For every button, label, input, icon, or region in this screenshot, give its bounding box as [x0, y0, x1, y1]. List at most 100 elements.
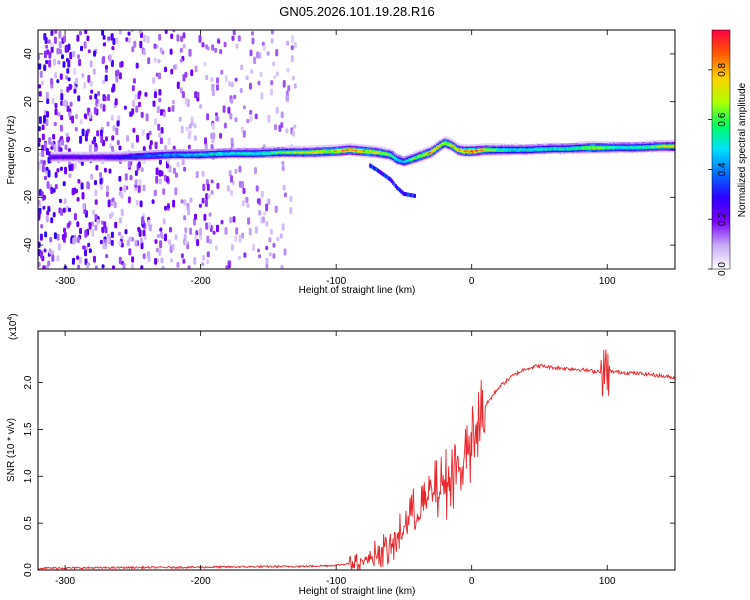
- spectrogram-cell: [61, 157, 65, 160]
- colorbar: 0.00.20.40.60.8 Normalized spectral ampl…: [708, 29, 748, 276]
- spectrogram-cell: [359, 152, 362, 155]
- spectrogram-cell: [301, 145, 304, 148]
- spectrogram-cell: [164, 155, 167, 158]
- spectrogram-cell: [429, 151, 432, 154]
- spectrogram-cell: [109, 154, 112, 157]
- spectrogram-cell: [387, 154, 390, 157]
- spectrogram-cell: [510, 147, 513, 150]
- spectrogram-cell: [393, 160, 396, 163]
- spectrogram-cell: [605, 144, 608, 147]
- spectrogram-cell: [421, 152, 424, 155]
- spectrogram-cell: [413, 160, 416, 163]
- spectrogram-cell: [650, 148, 653, 151]
- spectrogram-cell: [470, 144, 473, 147]
- spectrogram-cell: [616, 146, 619, 149]
- spectrogram-cell: [377, 147, 380, 150]
- spectrogram-cell: [436, 144, 439, 147]
- spectrogram-cell: [195, 150, 198, 153]
- spectrogram-cell: [530, 148, 533, 151]
- spectrogram-cell: [58, 155, 61, 158]
- spectrogram-cell: [527, 147, 530, 150]
- spectrogram-cell: [318, 149, 322, 152]
- spectrogram-cell: [292, 156, 296, 159]
- spectrogram-cell: [572, 145, 575, 148]
- spectrogram-cell: [650, 146, 653, 149]
- spectrogram-cell: [499, 148, 502, 151]
- spectrogram-cell: [673, 148, 675, 152]
- spectrogram-cell: [161, 152, 164, 155]
- spectrogram-cell: [598, 148, 601, 151]
- spectrogram-cell: [354, 145, 357, 148]
- spectrogram-cell: [268, 155, 271, 158]
- spectrogram-cell: [413, 193, 416, 198]
- spectrogram-cell: [458, 143, 461, 146]
- spectrogram-cell: [148, 153, 151, 156]
- spectrogram-cell: [299, 145, 302, 148]
- spectrogram-cell: [354, 147, 357, 150]
- spectrogram-cell: [492, 143, 496, 146]
- spectrogram-cell: [647, 140, 650, 143]
- spectrogram-cell: [574, 150, 577, 153]
- spectrogram-cell: [432, 154, 435, 157]
- spectrogram-cell: [673, 142, 675, 145]
- spectrogram-cell: [59, 73, 63, 80]
- spectrogram-cell: [133, 157, 136, 160]
- spectrogram-cell: [436, 149, 439, 152]
- spectrogram-cell: [491, 145, 494, 149]
- spectrogram-cell: [616, 147, 619, 150]
- spectrogram-cell: [131, 256, 135, 263]
- spectrogram-cell: [445, 147, 448, 150]
- spectrogram-cell: [237, 255, 241, 260]
- spectrogram-cell: [301, 153, 304, 156]
- spectrogram-cell: [453, 147, 457, 150]
- spectrogram-cell: [112, 153, 115, 156]
- spectrogram-cell: [636, 146, 639, 149]
- spectrogram-cell: [372, 153, 375, 156]
- spectrogram-cell: [154, 154, 157, 157]
- spectrogram-cell: [130, 159, 133, 162]
- spectrogram-cell: [201, 149, 204, 152]
- spectrogram-cell: [444, 146, 447, 149]
- spectrogram-cell: [116, 140, 120, 146]
- spectrogram-cell: [249, 49, 253, 57]
- spectrogram-cell: [309, 156, 312, 159]
- spectrogram-cell: [449, 140, 452, 143]
- spectrogram-cell: [216, 148, 219, 151]
- spectrogram-cell: [110, 159, 113, 162]
- spectrogram-cell: [658, 141, 661, 144]
- spectrogram-cell: [68, 164, 72, 172]
- spectrogram-cell: [270, 152, 273, 155]
- x-tick-label: 0: [469, 576, 475, 587]
- spectrogram-cell: [317, 147, 320, 151]
- spectrogram-cell: [366, 154, 369, 157]
- spectrogram-cell: [478, 153, 481, 156]
- spectrogram-cell: [175, 154, 178, 157]
- spectrogram-cell: [153, 150, 156, 153]
- spectrogram-cell: [244, 150, 247, 153]
- spectrogram-cell: [626, 146, 629, 149]
- spectrogram-cell: [636, 151, 639, 154]
- spectrogram-cell: [47, 260, 51, 267]
- spectrogram-cell: [131, 153, 135, 156]
- spectrogram-cell: [76, 255, 80, 260]
- spectrogram-cell: [168, 165, 172, 173]
- spectrogram-cell: [135, 157, 138, 160]
- spectrogram-cell: [224, 149, 227, 152]
- spectrogram-cell: [179, 157, 182, 160]
- spectrogram-cell: [158, 33, 162, 41]
- spectrogram-cell: [237, 150, 240, 153]
- spectrogram-cell: [369, 152, 372, 156]
- spectrogram-cell: [419, 158, 422, 161]
- spectrogram-cell: [78, 157, 81, 160]
- spectrogram-cell: [54, 102, 58, 109]
- spectrogram-cell: [494, 144, 497, 147]
- spectrogram-cell: [187, 132, 191, 140]
- spectrogram-cell: [356, 154, 359, 157]
- spectrogram-cell: [390, 159, 393, 162]
- spectrogram-cell: [403, 157, 406, 160]
- spectrogram-cell: [631, 143, 634, 146]
- spectrogram-cell: [414, 156, 418, 159]
- spectrogram-cell: [549, 148, 553, 151]
- spectrogram-cell: [330, 147, 333, 150]
- spectrogram-cell: [598, 142, 601, 145]
